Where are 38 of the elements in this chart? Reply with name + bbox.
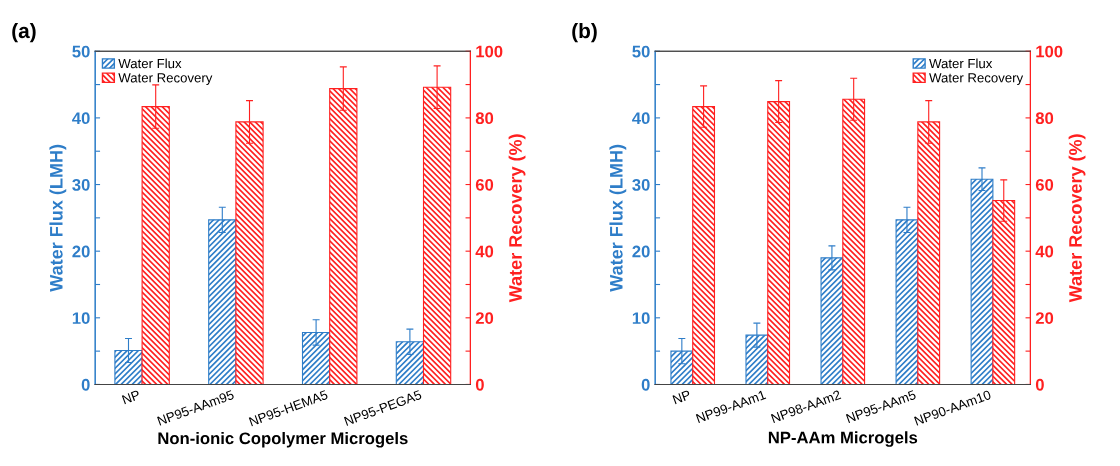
y-tick-label: 20 bbox=[72, 245, 90, 258]
y-tick-label: 40 bbox=[632, 112, 650, 125]
x-tick-label: NP bbox=[672, 390, 692, 405]
y-tick-label: 10 bbox=[72, 312, 90, 325]
y-tick-label: 30 bbox=[72, 178, 90, 191]
x-axis-title: Non-ionic Copolymer Microgels bbox=[158, 431, 408, 448]
y2-tick-label: 100 bbox=[476, 45, 503, 58]
legend-label: Water Recovery bbox=[118, 73, 213, 86]
y-tick-label: 20 bbox=[632, 245, 650, 258]
y2-axis-title: Water Recovery (%) bbox=[1068, 134, 1086, 303]
y-axis-title: Water Flux (LMH) bbox=[49, 144, 67, 292]
y-axis-title: Water Flux (LMH) bbox=[609, 144, 627, 292]
y-tick-label: 10 bbox=[632, 312, 650, 325]
legend-label: Water Recovery bbox=[929, 73, 1024, 86]
x-axis-title: NP-AAm Microgels bbox=[768, 431, 918, 447]
y2-tick-label: 20 bbox=[475, 312, 494, 325]
y2-tick-label: 60 bbox=[475, 178, 494, 191]
y-tick-label: 0 bbox=[81, 378, 90, 391]
y-tick-label: 30 bbox=[632, 178, 650, 191]
y-tick-label: 50 bbox=[72, 45, 90, 58]
y2-axis-title: Water Recovery (%) bbox=[508, 134, 526, 303]
y2-tick-label: 80 bbox=[475, 112, 494, 125]
y2-tick-label: 0 bbox=[1035, 378, 1044, 391]
y2-tick-label: 80 bbox=[1035, 112, 1054, 125]
text: (a) bbox=[12, 22, 36, 43]
y-tick-label: 40 bbox=[72, 112, 90, 125]
x-tick-label: NP bbox=[121, 390, 141, 405]
text: (b) bbox=[572, 22, 597, 43]
legend-label: Water Flux bbox=[929, 58, 993, 69]
y-tick-label: 50 bbox=[632, 45, 650, 58]
y2-tick-label: 60 bbox=[1035, 178, 1054, 191]
y2-tick-label: 40 bbox=[1035, 245, 1054, 258]
y-tick-label: 0 bbox=[641, 378, 650, 391]
legend-label: Water Flux bbox=[118, 58, 182, 69]
y2-tick-label: 20 bbox=[1035, 312, 1054, 325]
y2-tick-label: 40 bbox=[475, 245, 494, 258]
y2-tick-label: 0 bbox=[475, 378, 484, 391]
y2-tick-label: 100 bbox=[1036, 45, 1063, 58]
